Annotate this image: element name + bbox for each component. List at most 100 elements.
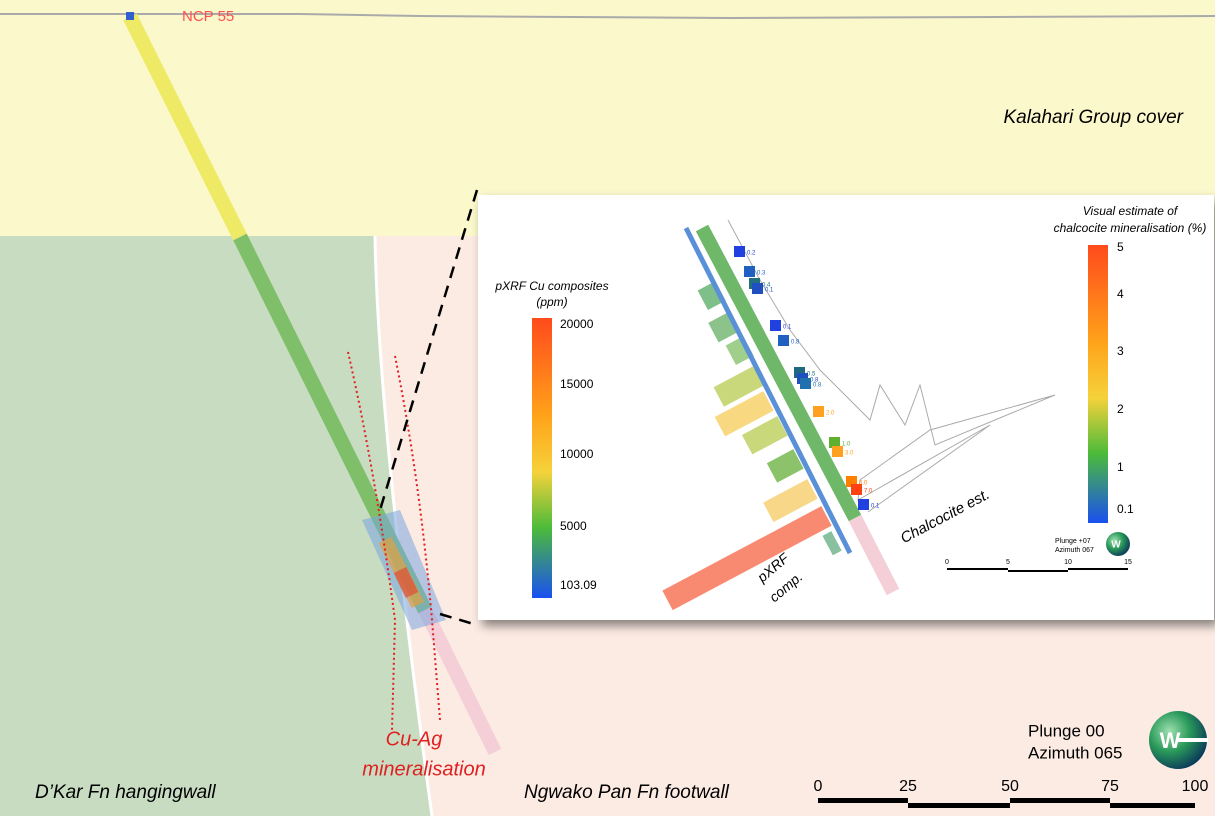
pxrf-bar — [763, 479, 818, 523]
sample-marker — [744, 266, 755, 277]
legend-title: pXRF Cu composites — [494, 279, 608, 293]
sample-marker — [829, 437, 840, 448]
scale-label: 100 — [1182, 778, 1209, 795]
scale-segment — [1008, 570, 1068, 572]
legend-label: 0.1 — [1117, 502, 1134, 516]
sample-marker — [813, 406, 824, 417]
mineralisation-label: mineralisation — [362, 758, 485, 780]
legend-label: 5000 — [560, 519, 587, 533]
scale-segment — [1010, 798, 1110, 803]
contact — [373, 235, 434, 816]
plunge: Plunge 00 — [1028, 721, 1105, 740]
sample-marker — [832, 446, 843, 457]
scale-label: 50 — [1001, 778, 1019, 795]
sample-marker — [770, 320, 781, 331]
unit-label: Ngwako Pan Fn footwall — [524, 782, 730, 803]
scale-segment — [947, 568, 1008, 570]
scale-segment — [1110, 803, 1195, 808]
hole-cover — [123, 13, 247, 241]
sample-label: 0.1 — [871, 504, 880, 510]
inset: 0.20.30.40.10.10.80.50.80.82.01.03.05.07… — [478, 195, 1214, 620]
inset-hole-footwall — [848, 514, 900, 596]
compass-letter: W — [1160, 728, 1181, 753]
pxrf-bar — [714, 391, 774, 437]
compass — [1106, 532, 1130, 556]
sample-marker — [778, 335, 789, 346]
sample-label: 7.0 — [864, 489, 873, 495]
sample-label: 0.1 — [783, 325, 792, 331]
scale-label: 10 — [1064, 559, 1072, 566]
hole-footwall — [418, 606, 502, 756]
legend-title: chalcocite mineralisation (%) — [1054, 221, 1207, 235]
scale-label: 75 — [1101, 778, 1119, 795]
azimuth: Azimuth 065 — [1028, 743, 1123, 762]
sample-label: 0.8 — [813, 383, 822, 389]
collar — [126, 12, 134, 20]
hole-label: NCP 55 — [182, 8, 234, 25]
legend-label: 103.09 — [560, 578, 597, 592]
compass-needle — [1178, 738, 1208, 742]
legend-label: 1 — [1117, 460, 1124, 474]
scale-label: 25 — [899, 778, 917, 795]
unit-label: Kalahari Group cover — [1003, 107, 1183, 128]
legend-label: 15000 — [560, 377, 594, 391]
zone-boundary — [347, 351, 397, 731]
sample-label: 0.3 — [757, 271, 766, 277]
sample-marker — [846, 476, 857, 487]
scale-label: 0 — [945, 559, 949, 566]
legend-title: Visual estimate of — [1083, 204, 1179, 218]
scale-label: 5 — [1006, 559, 1010, 566]
sample-label: 0.2 — [747, 251, 756, 257]
sample-label: 5.0 — [859, 481, 868, 487]
chalcocite-samples: 0.20.30.40.10.10.80.50.80.82.01.03.05.07… — [734, 246, 880, 510]
pxrf-bar — [741, 416, 788, 455]
scale-segment — [818, 798, 908, 803]
scale-segment — [908, 803, 1010, 808]
legend-label: 4 — [1117, 287, 1124, 301]
legend-title: (ppm) — [536, 295, 567, 309]
pxrf-bar — [662, 506, 832, 611]
zone-boundary — [394, 355, 441, 721]
sample-marker — [800, 378, 811, 389]
hangingwall-bg — [0, 236, 432, 816]
legend-label: 20000 — [560, 317, 594, 331]
scale-bar: 0 25 50 75 100 — [814, 778, 1209, 808]
pxrf-bar — [822, 531, 842, 556]
sample-marker — [858, 499, 869, 510]
plunge: Plunge +07 — [1055, 538, 1091, 545]
sample-marker — [752, 283, 763, 294]
legend-label: 10000 — [560, 447, 594, 461]
inset-hole — [695, 224, 862, 522]
azimuth: Azimuth 067 — [1055, 547, 1094, 554]
legend-label: 5 — [1117, 240, 1124, 254]
unit-label: D’Kar Fn hangingwall — [35, 782, 216, 803]
sample-label: 1.0 — [842, 442, 851, 448]
mineralisation-label: Cu-Ag — [386, 728, 443, 750]
chalcocite-colorbar — [1088, 245, 1108, 523]
sample-marker — [734, 246, 745, 257]
legend-label: 3 — [1117, 344, 1124, 358]
pxrf-bar — [713, 366, 764, 407]
compass-letter: W — [1111, 540, 1121, 551]
sample-label: 0.8 — [810, 378, 819, 384]
scale-label: 15 — [1124, 559, 1132, 566]
sample-label: 0.5 — [807, 372, 816, 378]
sample-marker — [794, 367, 805, 378]
sample-label: 0.4 — [762, 283, 771, 289]
callout-line — [378, 189, 479, 511]
sample-label: 3.0 — [845, 451, 854, 457]
legend-label: 2 — [1117, 402, 1124, 416]
sample-marker — [851, 484, 862, 495]
scale-segment — [1068, 568, 1128, 570]
intercept-high — [393, 566, 419, 599]
pxrf-bar — [766, 449, 804, 483]
inset-line — [683, 226, 853, 555]
legend-labels: 20000 15000 10000 5000 103.09 5 4 3 2 1 0.1 — [560, 240, 1134, 592]
sample-label: 0.8 — [791, 340, 800, 346]
callout-line — [439, 612, 478, 627]
pxrf-colorbar — [532, 318, 552, 598]
scale-label: 0 — [814, 778, 823, 795]
sample-label: 0.1 — [765, 288, 774, 294]
